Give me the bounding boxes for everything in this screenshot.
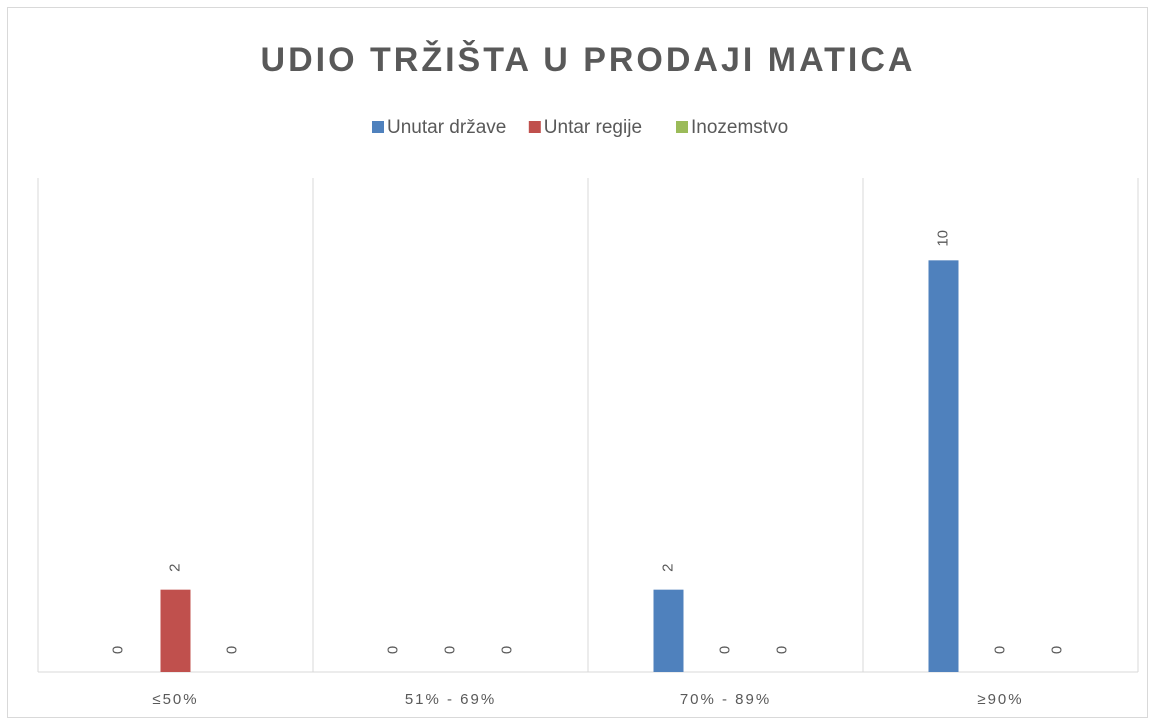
data-label: 2 [659, 563, 676, 571]
x-tick-label: 51% - 69% [405, 691, 496, 708]
legend-label: Unutar države [387, 117, 506, 138]
data-label: 0 [716, 646, 733, 654]
bar [653, 589, 684, 672]
bar [160, 589, 191, 672]
data-label: 0 [384, 646, 401, 654]
data-label: 10 [934, 230, 951, 247]
legend-swatch [372, 121, 384, 133]
data-label: 0 [109, 646, 126, 654]
bar [928, 260, 959, 672]
legend-label: Untar regije [544, 117, 642, 138]
legend-swatch [676, 121, 688, 133]
chart-title: UDIO TRŽIŠTA U PRODAJI MATICA [261, 40, 916, 79]
data-label: 0 [773, 646, 790, 654]
legend-label: Inozemstvo [691, 117, 788, 138]
data-label: 0 [498, 646, 515, 654]
x-tick-label: ≥90% [977, 691, 1023, 708]
x-tick-label: 70% - 89% [680, 691, 771, 708]
x-tick-label: ≤50% [152, 691, 198, 708]
data-label: 0 [991, 646, 1008, 654]
legend-swatch [528, 121, 541, 133]
data-label: 2 [166, 563, 183, 571]
data-label: 0 [1048, 646, 1065, 654]
data-label: 0 [223, 646, 240, 654]
data-label: 0 [441, 646, 458, 654]
